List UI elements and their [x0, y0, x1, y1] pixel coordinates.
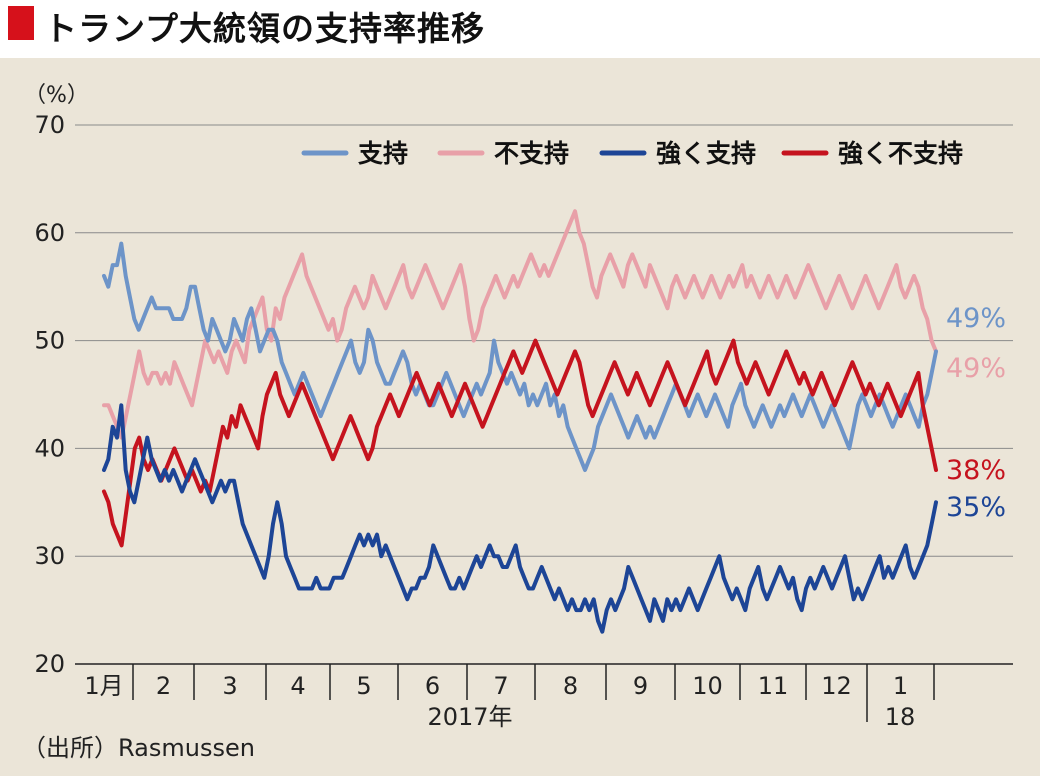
x-tick-label-9: 10	[692, 672, 723, 700]
y-tick-label-30: 30	[34, 542, 65, 570]
x-tick-label-3: 4	[290, 672, 305, 700]
x-tick-label-4: 5	[356, 672, 371, 700]
chart-panel	[0, 58, 1040, 776]
x-tick-label-5: 6	[425, 672, 440, 700]
x-year-label-2017: 2017年	[427, 703, 512, 731]
x-tick-label-1: 2	[156, 672, 171, 700]
legend-label-1: 不支持	[494, 139, 569, 168]
header: トランプ大統領の支持率推移	[0, 0, 1040, 58]
y-tick-label-50: 50	[34, 327, 65, 355]
y-unit-label: （%）	[24, 83, 89, 108]
x-tick-label-8: 9	[633, 672, 648, 700]
series-line-0	[102, 241, 938, 472]
end-label-2: 35%	[946, 492, 1006, 523]
y-tick-label-20: 20	[34, 650, 65, 678]
series-line-2	[102, 403, 938, 634]
x-year-label-2018: 18	[885, 703, 916, 731]
legend-label-2: 強く支持	[656, 139, 756, 168]
y-tick-label-60: 60	[34, 219, 65, 247]
x-tick-label-6: 7	[493, 672, 508, 700]
x-tick-label-10: 11	[758, 672, 789, 700]
page-title: トランプ大統領の支持率推移	[44, 9, 486, 48]
x-tick-label-7: 8	[563, 672, 578, 700]
y-tick-label-40: 40	[34, 434, 65, 462]
legend-label-0: 支持	[358, 139, 408, 168]
x-tick-label-11: 12	[821, 672, 852, 700]
end-label-3: 38%	[946, 455, 1006, 486]
source-note: （出所）Rasmussen	[22, 734, 255, 762]
title-marker	[8, 6, 34, 40]
end-label-0: 49%	[946, 303, 1006, 334]
legend-label-3: 強く不支持	[838, 139, 963, 168]
x-tick-label-0: 1月	[84, 672, 123, 700]
y-tick-label-70: 70	[34, 111, 65, 139]
end-label-1: 49%	[946, 353, 1006, 384]
series-line-3	[102, 338, 938, 548]
x-tick-label-2: 3	[222, 672, 237, 700]
x-tick-label-12: 1	[893, 672, 908, 700]
series-line-1	[102, 209, 938, 440]
